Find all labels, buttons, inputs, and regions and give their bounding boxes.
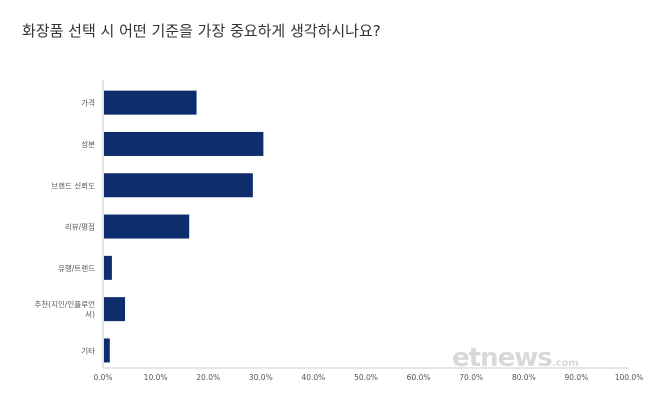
bar xyxy=(104,173,253,198)
category-label: 기타 xyxy=(81,346,95,355)
bar xyxy=(104,90,197,115)
watermark-text: etnews xyxy=(452,343,553,373)
x-tick-label: 50.0% xyxy=(354,373,378,382)
category-label: 브랜드 신뢰도 xyxy=(51,180,95,190)
bar xyxy=(104,214,190,239)
watermark-suffix: .com xyxy=(551,358,579,369)
x-tick-label: 70.0% xyxy=(459,373,483,382)
x-tick-label: 90.0% xyxy=(564,373,588,382)
bar xyxy=(104,338,110,363)
x-tick-label: 40.0% xyxy=(301,373,325,382)
x-tick-label: 20.0% xyxy=(196,373,220,382)
bar xyxy=(104,255,112,280)
category-label: 유행/트렌드 xyxy=(58,263,95,273)
etnews-watermark-logo: etnews.com xyxy=(452,343,579,373)
x-tick-label: 30.0% xyxy=(249,373,273,382)
x-tick-label: 100.0% xyxy=(615,373,644,382)
category-label: 리뷰/평점 xyxy=(65,222,95,232)
category-label: 가격 xyxy=(81,98,95,108)
x-tick-label: 60.0% xyxy=(407,373,431,382)
category-label: 성분 xyxy=(81,140,95,149)
x-tick-label: 0.0% xyxy=(93,373,112,382)
chart-title: 화장품 선택 시 어떤 기준을 가장 중요하게 생각하시나요? xyxy=(22,22,381,40)
category-label: 추천(지인/인플루언 xyxy=(34,299,95,309)
category-label: 서) xyxy=(85,310,95,319)
bar xyxy=(104,131,264,156)
x-tick-label: 10.0% xyxy=(144,373,168,382)
bar xyxy=(104,297,126,322)
x-tick-label: 80.0% xyxy=(512,373,536,382)
